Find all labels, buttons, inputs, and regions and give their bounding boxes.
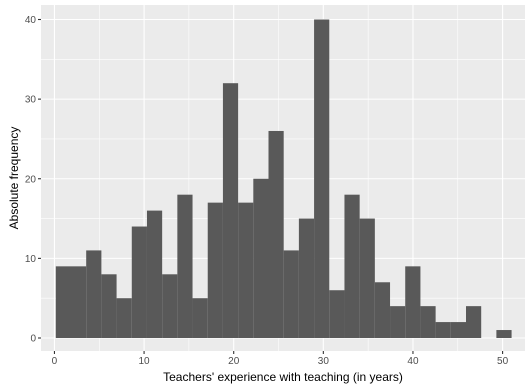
histogram-bar [420, 306, 436, 338]
histogram-bar [359, 218, 375, 338]
histogram-bar [192, 298, 208, 338]
y-axis: 0 10 20 30 40 [25, 15, 41, 345]
histogram-bar [268, 130, 284, 338]
histogram-bar [207, 202, 223, 338]
histogram-bar [298, 218, 315, 338]
histogram-bar [496, 330, 512, 338]
histogram-bar [146, 210, 163, 338]
histogram-bar [101, 274, 117, 338]
y-tick-label: 0 [30, 334, 36, 345]
y-tick-label: 30 [25, 95, 37, 106]
x-tick-label: 40 [407, 356, 419, 367]
histogram-bar [405, 266, 421, 338]
y-tick-label: 40 [25, 15, 37, 26]
histogram-bar [131, 226, 147, 338]
histogram-bar [374, 282, 391, 338]
histogram-bar [344, 194, 360, 338]
histogram-bar [177, 194, 193, 338]
histogram-bar [71, 266, 87, 338]
histogram-bar [253, 178, 269, 338]
x-tick-label: 20 [228, 356, 240, 367]
bars [55, 19, 512, 338]
x-tick-label: 30 [318, 356, 330, 367]
histogram-bar [86, 250, 102, 338]
y-tick-label: 20 [25, 174, 37, 185]
histogram-bar [390, 306, 406, 338]
histogram-bar [450, 322, 467, 338]
x-tick-label: 50 [497, 356, 509, 367]
histogram-bar [162, 274, 178, 338]
y-tick-label: 10 [25, 254, 37, 265]
x-tick-label: 10 [139, 356, 151, 367]
histogram-bar [55, 266, 72, 338]
histogram-bar [116, 298, 132, 338]
x-tick-label: 0 [52, 356, 58, 367]
histogram-bar [329, 290, 345, 338]
x-axis: 0 10 20 30 40 50 [52, 351, 509, 367]
histogram-bar [283, 250, 299, 338]
x-axis-title: Teachers' experience with teaching (in y… [163, 370, 403, 384]
histogram-bar [435, 322, 451, 338]
histogram-bar [238, 202, 254, 338]
histogram-bar [466, 306, 482, 338]
histogram-bar [222, 83, 239, 338]
y-axis-title: Absolute frequency [7, 127, 21, 230]
histogram-bar [314, 19, 330, 338]
